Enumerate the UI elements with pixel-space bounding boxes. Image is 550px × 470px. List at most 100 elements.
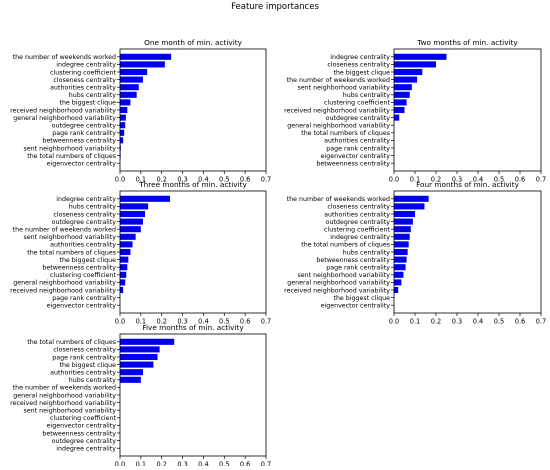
bar [394,106,405,114]
y-tick-label: the total numbers of cliques [301,130,390,137]
bar [394,195,429,202]
x-tick-label: 0.7 [261,461,272,467]
bar [120,210,146,218]
bar [120,61,165,68]
x-tick-label: 0.5 [219,461,230,467]
y-tick-label: page rank centrality [326,265,390,272]
x-tick-label: 0.0 [389,318,400,326]
y-tick-label: outdegree centrality [326,115,391,122]
bar [120,369,143,376]
bar [394,76,418,83]
bar [120,114,126,121]
bar [120,53,172,60]
bar [394,279,402,286]
bar [120,226,141,233]
y-tick-label: eigenvector centrality [47,161,117,168]
x-tick-label: 0.6 [240,461,251,467]
y-tick-label: the biggest clique [333,69,390,76]
y-tick-label: authorities centrality [50,85,116,92]
panel-4: Four months of min. activity the number o… [284,180,546,326]
y-tick-label: received neighborhood variability [10,107,116,114]
y-tick-label: sent neighborhood variability [24,234,117,241]
bar [120,248,131,256]
x-tick-label: 0.6 [240,318,251,326]
bar [394,84,412,91]
plot-frame [119,190,267,314]
bar [120,144,121,152]
y-tick-label: betweenness centrality [316,161,390,168]
bar [120,376,141,383]
y-tick-label: closeness centrality [53,77,116,84]
bar [394,114,400,121]
y-tick-label: hubs centrality [343,92,390,99]
y-tick-label: general neighborhood variability [13,392,116,399]
x-tick-label: 0.6 [515,176,526,184]
y-tick-label: outdegree centrality [52,438,117,445]
bar [120,203,149,210]
x-tick-label: 0.3 [177,461,188,467]
y-tick-label: eigenvector centrality [321,153,391,160]
x-tick-label: 0.2 [431,176,442,184]
bar [120,338,175,345]
y-tick-label: closeness centrality [327,62,390,69]
y-tick-label: clustering coefficient [324,100,391,107]
bar [394,91,410,98]
y-tick-label: clustering coefficient [324,227,391,234]
bar [394,271,404,278]
bar [394,241,409,248]
bar [120,218,143,225]
bar [394,61,436,68]
x-tick-label: 0.7 [261,176,272,184]
y-tick-label: page rank centrality [52,295,116,302]
y-tick-label: sent neighborhood variability [24,408,117,415]
bar [394,248,408,256]
y-tick-label: betweenness centrality [42,265,116,272]
bar [120,256,129,263]
bar [120,361,154,368]
bar [394,68,423,76]
bar [120,68,148,76]
bar [394,218,413,225]
y-tick-label: authorities centrality [50,242,116,249]
y-tick-label: the total numbers of cliques [301,242,390,249]
x-tick-label: 0.5 [219,318,230,326]
bar [394,233,410,240]
x-tick-label: 0.2 [156,318,167,326]
y-tick-label: the number of weekends worked [287,196,390,203]
y-tick-label: indegree centrality [56,196,116,203]
panel-title: Five months of min. activity [142,323,244,332]
y-tick-label: authorities centrality [324,211,390,218]
y-tick-label: closeness centrality [53,347,116,354]
y-tick-label: hubs centrality [69,204,116,211]
x-tick-label: 0.6 [240,176,251,184]
panel-title: Two months of min. activity [416,38,518,47]
x-tick-label: 0.7 [261,318,272,326]
y-tick-label: page rank centrality [52,130,116,137]
bar [120,137,124,144]
bar [120,271,127,278]
bar [120,233,136,240]
y-tick-label: sent neighborhood variability [298,272,391,279]
x-tick-label: 0.7 [536,176,547,184]
y-tick-label: the total numbers of cliques [27,339,116,346]
y-tick-label: eigenvector centrality [47,423,117,430]
x-tick-label: 0.3 [177,318,188,326]
x-tick-label: 0.2 [431,318,442,326]
x-tick-label: 0.5 [494,176,505,184]
y-tick-label: page rank centrality [326,145,390,152]
bar [120,91,137,98]
y-tick-label: closeness centrality [53,211,116,218]
y-tick-label: sent neighborhood variability [298,85,391,92]
x-tick-label: 0.1 [410,176,421,184]
y-tick-label: authorities centrality [324,138,390,145]
x-tick-label: 0.1 [136,318,147,326]
y-tick-label: received neighborhood variability [10,287,116,294]
y-tick-label: hubs centrality [69,377,116,384]
y-tick-label: received neighborhood variability [284,287,390,294]
y-tick-label: authorities centrality [50,370,116,377]
panels: One month of min. activity the number of … [10,38,547,469]
bar [394,256,407,263]
panel-title: Four months of min. activity [416,180,519,189]
bar [120,286,124,294]
